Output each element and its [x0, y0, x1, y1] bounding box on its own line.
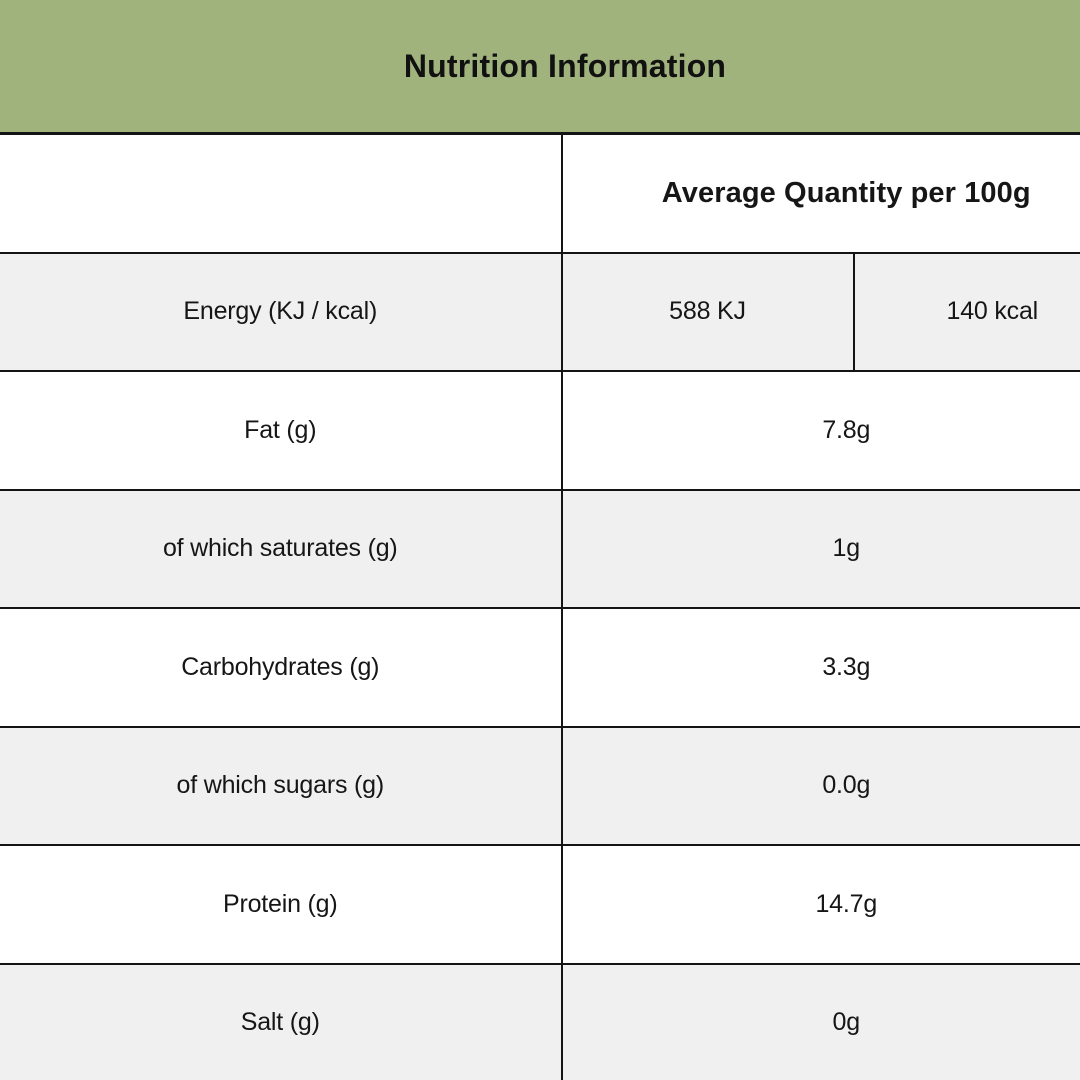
- row-value: 14.7g: [815, 889, 878, 918]
- row-label: of which sugars (g): [0, 727, 563, 844]
- row-label: Energy (KJ / kcal): [0, 253, 563, 370]
- header-empty-cell: [0, 135, 563, 252]
- column-header: Average Quantity per 100g: [661, 176, 1031, 209]
- row-value: 1g: [832, 534, 861, 563]
- row-value: 7.8g: [822, 415, 871, 444]
- row-value: 0.0g: [822, 771, 871, 800]
- table-row: Energy (KJ / kcal) 588 KJ 140 kcal: [0, 253, 1080, 372]
- table-row: Fat (g) 7.8g: [0, 372, 1080, 491]
- row-label: Salt (g): [0, 964, 563, 1080]
- row-value: 0g: [832, 1008, 861, 1037]
- row-label: Fat (g): [0, 372, 563, 489]
- table-row: of which saturates (g) 1g: [0, 490, 1080, 609]
- row-value-kj: 588 KJ: [563, 253, 855, 370]
- table-row: Carbohydrates (g) 3.3g: [0, 609, 1080, 728]
- row-value: 3.3g: [822, 652, 871, 681]
- row-value-kcal: 140 kcal: [946, 297, 1038, 326]
- row-label: Protein (g): [0, 846, 563, 963]
- page-title: Nutrition Information: [403, 47, 727, 84]
- table-row: Protein (g) 14.7g: [0, 846, 1080, 965]
- table-header-row: Average Quantity per 100g: [0, 135, 1080, 254]
- row-label: of which saturates (g): [0, 490, 563, 607]
- title-bar: Nutrition Information: [0, 0, 1080, 135]
- table-row: of which sugars (g) 0.0g: [0, 727, 1080, 846]
- row-label: Carbohydrates (g): [0, 609, 563, 726]
- table-row: Salt (g) 0g: [0, 964, 1080, 1080]
